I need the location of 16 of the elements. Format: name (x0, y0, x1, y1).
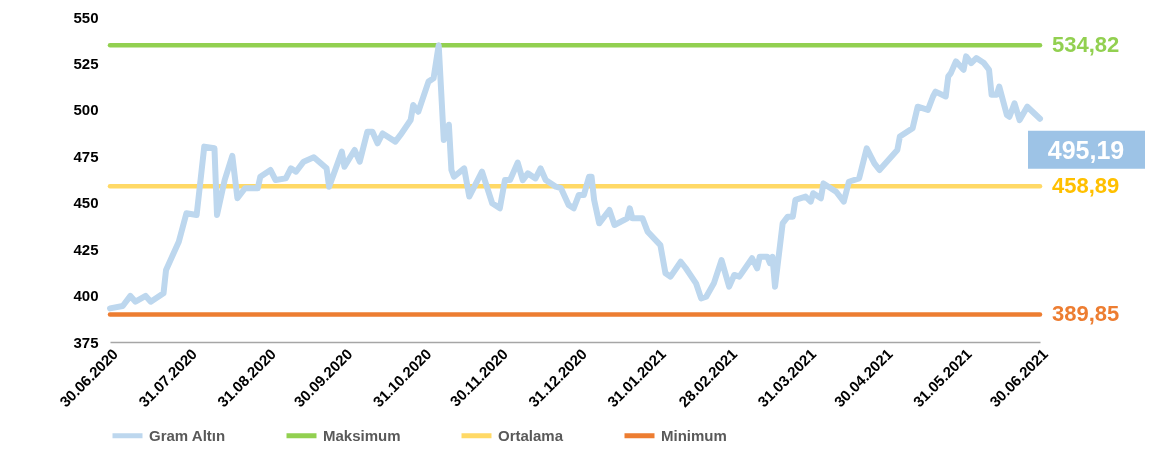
data-label: 458,89 (1052, 173, 1120, 199)
legend-label: Minimum (661, 426, 727, 444)
legend-label: Maksimum (323, 426, 401, 444)
y-tick-label: 500 (73, 101, 99, 119)
annotation: 495,19 (1047, 135, 1125, 164)
y-tick-label: 550 (73, 8, 99, 26)
y-tick-label: 475 (73, 147, 99, 165)
y-tick-label: 375 (73, 333, 99, 351)
y-tick-label: 525 (73, 54, 99, 72)
y-tick-label: 400 (73, 287, 99, 305)
y-tick-label: 425 (73, 240, 99, 258)
data-label: 389,85 (1052, 301, 1120, 327)
y-tick-label: 450 (73, 194, 99, 212)
legend-label: Gram Altın (149, 426, 226, 444)
data-label: 534,82 (1052, 32, 1120, 58)
legend-label: Ortalama (498, 426, 564, 444)
